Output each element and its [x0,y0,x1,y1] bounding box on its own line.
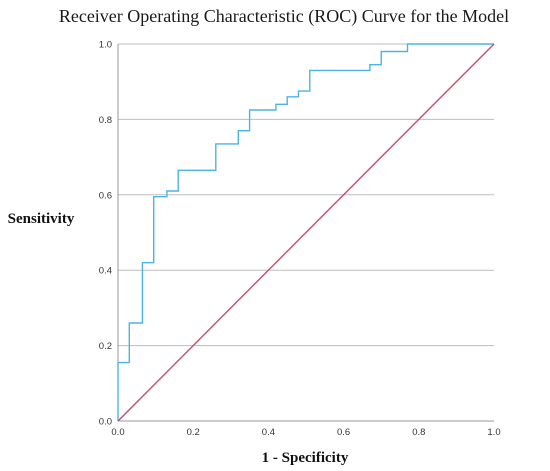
x-tick-label: 0.4 [262,427,275,438]
x-tick-label: 1.0 [487,427,500,438]
series-layer [117,43,495,422]
x-tick-label: 0.8 [412,427,425,438]
reference-diagonal-line [117,43,495,422]
y-tick-label: 0.8 [99,115,112,126]
x-tick-label: 0.6 [337,427,350,438]
y-tick-label: 1.0 [99,40,112,51]
chart-title: Receiver Operating Characteristic (ROC) … [59,6,509,27]
y-tick-label: 0.6 [99,190,112,201]
x-tick-label: 0.0 [111,427,124,438]
y-axis-label: Sensitivity [8,211,75,227]
roc-curve-line [117,43,494,421]
y-tick-label: 0.0 [99,417,112,428]
y-tick-label: 0.4 [99,266,112,277]
x-tick-label: 0.2 [187,427,200,438]
x-axis-label: 1 - Specificity [262,450,349,466]
y-tick-label: 0.2 [99,341,112,352]
tick-labels: 0.0 0.2 0.4 0.6 0.8 1.0 0.0 0.2 0.4 0.6 0.8 1.0 [99,40,501,439]
plot-frame [117,44,494,422]
